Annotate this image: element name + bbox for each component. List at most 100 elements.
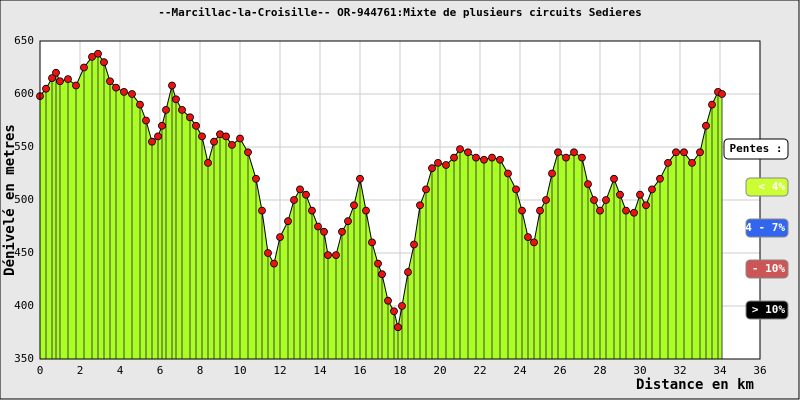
chart-title: --Marcillac-la-Croisille-- OR-944761:Mix… <box>158 6 641 19</box>
point <box>602 196 610 204</box>
point <box>630 208 638 217</box>
point <box>718 90 726 98</box>
point <box>384 296 392 305</box>
point <box>562 153 570 162</box>
point <box>450 153 458 162</box>
point <box>314 222 322 231</box>
point <box>290 196 298 204</box>
point <box>136 100 144 109</box>
point <box>596 206 604 215</box>
point <box>244 148 252 157</box>
legend-label: > 10% <box>752 303 785 316</box>
point <box>570 148 578 157</box>
x-tick-label: 6 <box>157 364 164 377</box>
point <box>350 201 358 210</box>
point <box>622 206 630 215</box>
point <box>394 323 402 332</box>
point <box>488 153 496 162</box>
point <box>56 77 64 86</box>
point <box>702 121 710 130</box>
point <box>504 169 512 178</box>
x-tick-label: 8 <box>197 364 204 377</box>
point <box>154 132 162 141</box>
point <box>64 75 72 84</box>
point <box>616 190 624 199</box>
point <box>536 206 544 215</box>
y-tick-label: 400 <box>14 299 34 312</box>
point <box>688 158 696 167</box>
legend-swatch <box>745 177 789 197</box>
point <box>390 307 398 316</box>
point <box>210 137 218 146</box>
point <box>456 145 464 154</box>
x-axis-label: Distance en km <box>636 377 754 393</box>
point <box>648 185 656 194</box>
point <box>404 268 412 276</box>
point <box>368 238 376 247</box>
point <box>428 164 436 173</box>
point <box>378 270 386 279</box>
point <box>258 206 266 215</box>
y-tick-label: 650 <box>14 34 34 47</box>
y-tick-label: 550 <box>14 140 34 153</box>
point <box>636 190 644 199</box>
point <box>276 233 284 242</box>
point <box>656 174 664 183</box>
point <box>252 174 260 183</box>
x-tick-label: 32 <box>673 364 686 377</box>
x-tick-label: 20 <box>433 364 446 377</box>
y-tick-label: 500 <box>14 193 34 206</box>
x-tick-label: 4 <box>117 364 124 377</box>
point <box>222 132 230 141</box>
point <box>48 74 56 82</box>
point <box>148 137 156 146</box>
point <box>518 206 526 215</box>
point <box>524 233 532 242</box>
legend-title: Pentes : <box>730 142 783 155</box>
x-tick-label: 10 <box>233 364 246 377</box>
legend-title-box <box>723 138 789 160</box>
legend-label: 7 - 10% <box>739 262 786 275</box>
x-tick-label: 18 <box>393 364 406 377</box>
point <box>332 251 340 260</box>
point <box>410 240 418 249</box>
x-tick-label: 0 <box>37 364 44 377</box>
point <box>198 132 206 141</box>
point <box>464 148 472 157</box>
point <box>112 83 120 92</box>
plot-border <box>39 40 761 360</box>
y-tick-label: 350 <box>14 352 34 365</box>
point <box>120 87 128 96</box>
point <box>284 217 292 226</box>
point <box>696 148 704 157</box>
point <box>308 206 316 215</box>
x-tick-label: 36 <box>753 364 766 377</box>
point <box>472 153 480 162</box>
point <box>270 259 278 268</box>
point <box>442 161 450 169</box>
point <box>584 180 592 189</box>
point <box>548 169 556 178</box>
x-tick-label: 16 <box>353 364 366 377</box>
legend-label: < 4% <box>759 180 786 193</box>
point <box>320 227 328 236</box>
point <box>168 81 176 90</box>
point <box>296 185 304 194</box>
point <box>416 201 424 210</box>
point <box>434 158 442 167</box>
point <box>398 302 406 310</box>
point <box>610 174 618 183</box>
point <box>302 190 310 199</box>
x-tick-label: 12 <box>273 364 286 377</box>
point <box>344 217 352 226</box>
point <box>204 158 212 167</box>
point <box>708 100 716 109</box>
point <box>512 185 520 194</box>
point <box>172 95 180 104</box>
x-tick-label: 2 <box>77 364 84 377</box>
point <box>80 63 88 72</box>
point <box>52 68 60 77</box>
y-tick-label: 450 <box>14 246 34 259</box>
point <box>158 121 166 130</box>
point <box>374 259 382 268</box>
